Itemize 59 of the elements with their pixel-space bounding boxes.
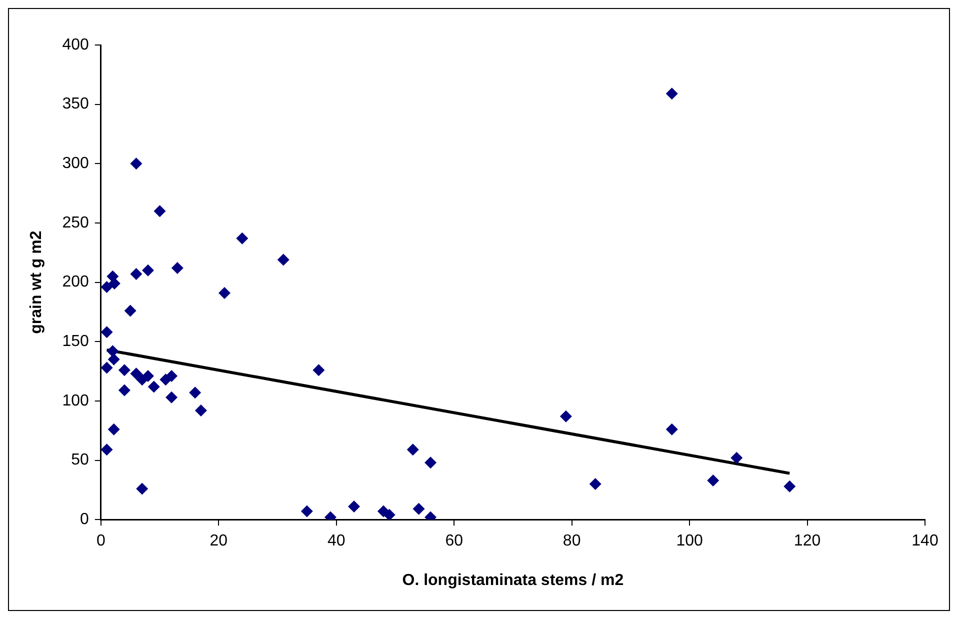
point [124,304,136,317]
point [383,508,396,520]
point [300,505,313,518]
x-tick-label: 0 [96,532,106,550]
x-tick-label: 40 [327,532,346,550]
y-tick-label: 400 [62,36,89,54]
point [108,353,120,366]
point [236,232,248,244]
point [412,502,425,515]
point [707,474,720,486]
point [106,345,119,358]
x-tick-label: 120 [794,532,821,550]
point [560,410,572,422]
x-axis-title: O. longistaminata stems / m2 [402,572,624,589]
point [118,384,130,396]
point [130,158,142,170]
x-tick-label: 100 [676,532,703,550]
point [406,444,419,456]
point [348,500,360,513]
point [130,268,142,280]
point [100,326,113,338]
point [666,423,678,436]
point [100,281,113,294]
point [166,391,178,404]
point [312,364,325,376]
point [118,364,130,376]
point [277,254,290,266]
point [730,452,743,464]
y-tick-label: 350 [62,96,89,113]
x-tick-label: 60 [445,532,464,550]
point [148,380,160,393]
point [194,404,207,416]
y-axis-title: grain wt g m2 [28,230,46,334]
y-tick-label: 100 [62,392,89,410]
point [424,456,437,469]
point [666,88,678,100]
point [130,368,142,380]
point [108,423,120,436]
point [142,370,154,382]
point [142,264,154,276]
point [100,444,113,456]
y-tick-label: 50 [71,452,89,469]
point [589,478,602,490]
point [189,386,202,399]
y-tick-label: 250 [62,214,89,232]
point [154,205,166,218]
y-tick-label: 150 [62,333,89,350]
y-tick-label: 200 [62,274,89,291]
point [136,482,148,495]
x-tick-label: 20 [210,532,228,550]
y-tick-label: 300 [62,155,89,172]
point [171,262,184,274]
x-tick-label: 140 [912,532,938,550]
point [218,286,231,299]
point [100,362,113,374]
y-tick-label: 0 [80,511,89,528]
point [784,480,796,492]
x-tick-label: 80 [562,532,581,550]
point [166,370,178,382]
